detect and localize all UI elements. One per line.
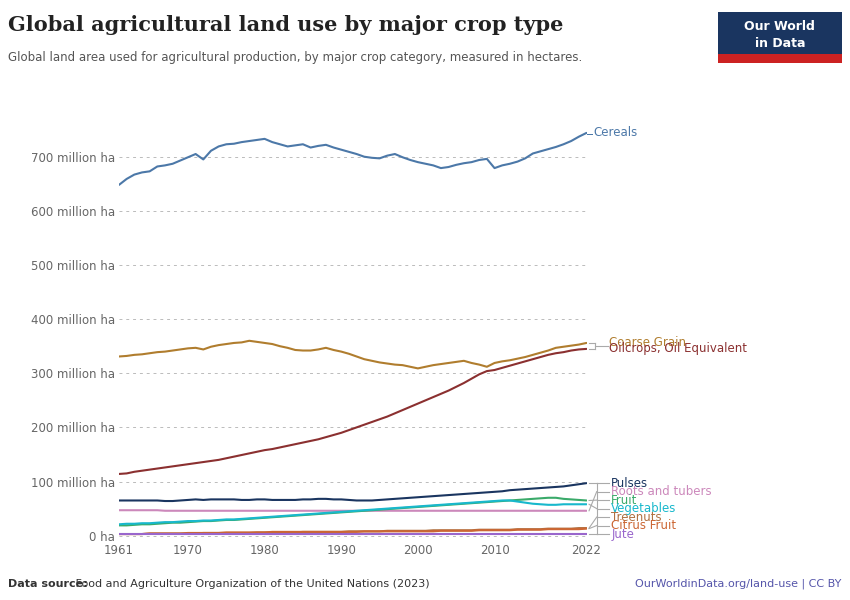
Text: Our World
in Data: Our World in Data [745,20,815,50]
Text: Coarse Grain: Coarse Grain [609,337,687,349]
Text: Citrus Fruit: Citrus Fruit [611,519,677,532]
Text: Fruit: Fruit [611,494,638,506]
Text: Jute: Jute [611,527,634,541]
Text: OurWorldinData.org/land-use | CC BY: OurWorldinData.org/land-use | CC BY [635,578,842,589]
Text: Data source:: Data source: [8,579,88,589]
Text: Roots and tubers: Roots and tubers [611,485,711,498]
Text: Vegetables: Vegetables [611,502,677,515]
Text: Food and Agriculture Organization of the United Nations (2023): Food and Agriculture Organization of the… [72,579,430,589]
Text: Pulses: Pulses [611,476,649,490]
Text: Global agricultural land use by major crop type: Global agricultural land use by major cr… [8,15,564,35]
Text: Treenuts: Treenuts [611,511,662,524]
Text: Oilcrops, Oil Equivalent: Oilcrops, Oil Equivalent [609,343,747,355]
Text: Cereals: Cereals [593,127,638,139]
Text: Global land area used for agricultural production, by major crop category, measu: Global land area used for agricultural p… [8,51,583,64]
